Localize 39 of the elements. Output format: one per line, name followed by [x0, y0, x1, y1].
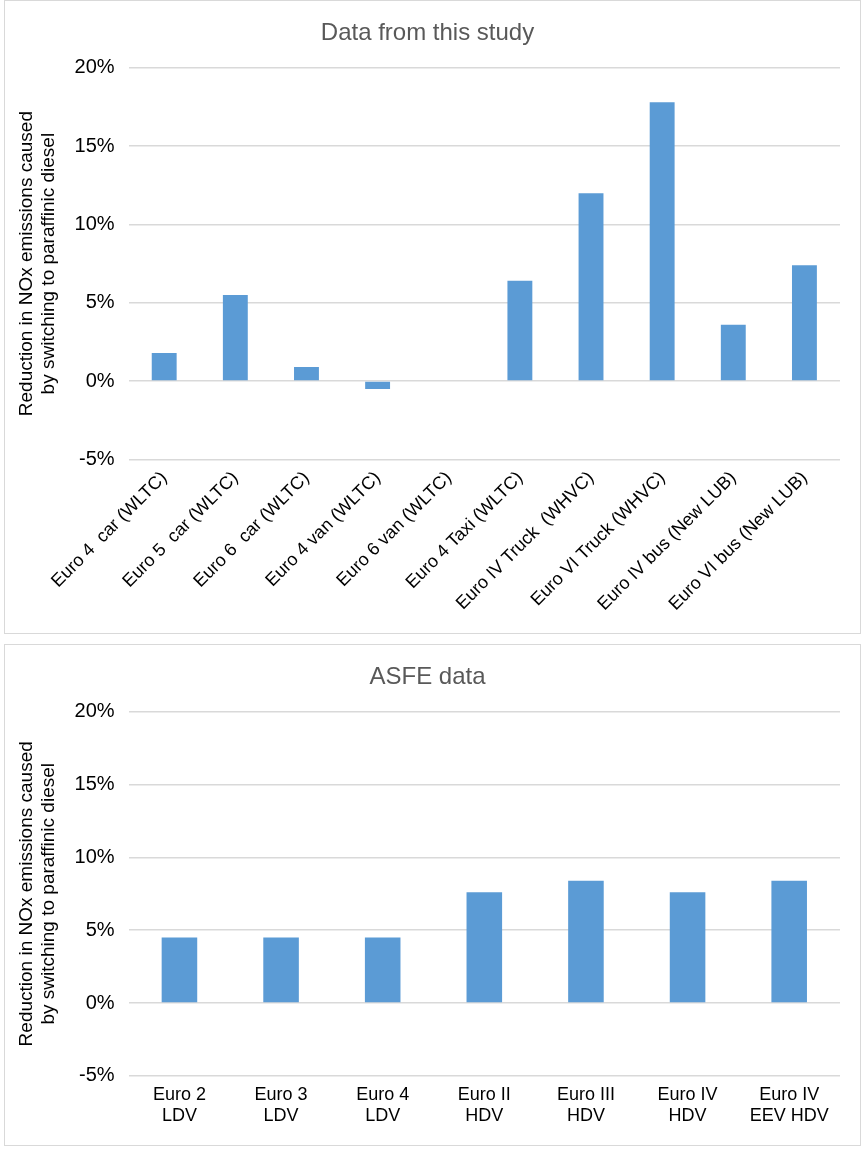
- bar: [669, 892, 706, 1003]
- bar: [791, 265, 817, 381]
- y-tick-label: 20%: [74, 55, 115, 78]
- bar: [151, 352, 177, 381]
- bar: [720, 324, 746, 381]
- y-axis-title: Reduction in NOx emissions caused by switching to paraffinic diesel: [14, 741, 59, 1047]
- x-tick-label: Euro IV HDV: [657, 1083, 718, 1126]
- bar: [466, 892, 503, 1003]
- y-tick-label: 5%: [85, 290, 115, 313]
- bar: [263, 937, 299, 1003]
- y-tick-label: 10%: [74, 844, 115, 867]
- x-tick-label: Euro 2 LDV: [152, 1083, 206, 1126]
- bar: [771, 880, 807, 1003]
- y-tick-label: 5%: [85, 917, 115, 940]
- y-tick-label: 20%: [74, 699, 115, 722]
- x-tick-label: Euro III HDV: [556, 1083, 615, 1126]
- y-tick-label: 15%: [74, 133, 115, 156]
- bar: [578, 193, 604, 381]
- y-axis-title: Reduction in NOx emissions caused by switching to paraffinic diesel: [14, 111, 59, 417]
- bar: [568, 880, 604, 1003]
- x-tick-label: Euro IV EEV HDV: [749, 1083, 829, 1126]
- y-tick-label: 0%: [85, 990, 115, 1013]
- bar: [649, 102, 675, 381]
- x-tick-label: Euro 3 LDV: [254, 1083, 308, 1126]
- x-tick-label: Euro 4 LDV: [356, 1083, 410, 1126]
- bar: [161, 937, 198, 1003]
- y-tick-label: -5%: [79, 1063, 115, 1086]
- y-tick-label: 0%: [85, 368, 115, 391]
- y-tick-label: 15%: [74, 772, 115, 795]
- y-tick-label: -5%: [79, 446, 115, 469]
- chart-title: Data from this study: [320, 18, 535, 46]
- bar: [294, 367, 319, 381]
- chart-title: ASFE data: [369, 662, 487, 690]
- bar: [222, 294, 248, 381]
- bar: [507, 280, 533, 381]
- y-tick-label: 10%: [74, 211, 115, 234]
- bar: [364, 937, 401, 1003]
- x-tick-label: Euro II HDV: [457, 1083, 511, 1126]
- bar: [365, 381, 391, 389]
